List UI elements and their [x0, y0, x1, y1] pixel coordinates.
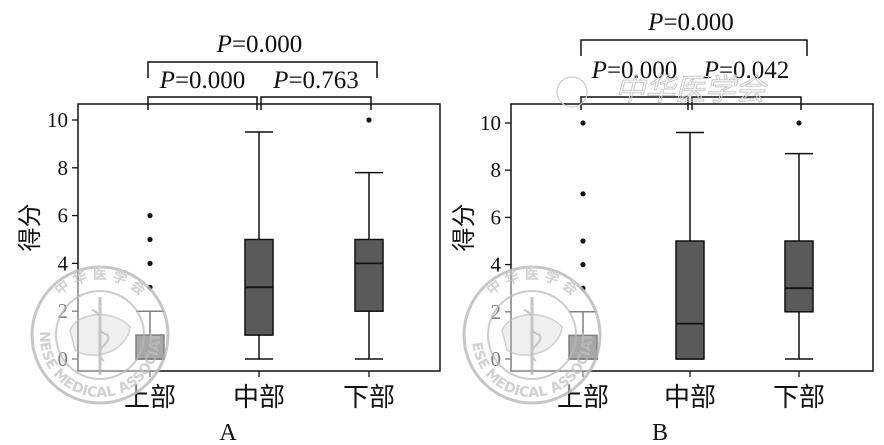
p-value-label: P=0.763 [272, 67, 359, 94]
panel-label: B [652, 420, 668, 445]
p-value-label: P=0.000 [591, 57, 678, 84]
outlier-point [580, 262, 586, 268]
iqr-box [354, 238, 384, 312]
faint-watermark-emblem [556, 76, 588, 108]
seal-inner-ring [55, 290, 145, 380]
y-tick-label: 8 [491, 158, 502, 182]
iqr-box [675, 240, 705, 360]
outlier-point [147, 236, 153, 243]
y-tick-label: 8 [58, 156, 69, 180]
comparison-bracket [580, 39, 808, 56]
p-value-label: P=0.000 [216, 31, 303, 58]
y-axis-label: 得分 [450, 204, 478, 252]
comparison-bracket [260, 96, 372, 110]
iqr-box [784, 240, 814, 313]
x-category-label: 上部 [557, 383, 609, 413]
comparison-bracket [147, 61, 378, 78]
y-tick-label: 10 [47, 108, 68, 132]
y-axis-label: 得分 [16, 204, 44, 252]
outlier-point [580, 120, 586, 126]
y-tick-label: 10 [480, 111, 501, 135]
box-2 [675, 131, 705, 360]
outlier-point [580, 191, 586, 197]
faint-watermark-text: 中华医学会 [615, 73, 768, 108]
x-category-label: 中部 [664, 383, 716, 413]
outlier-point [147, 260, 153, 266]
y-tick-label: 2 [491, 300, 502, 324]
y-tick-label: 6 [58, 204, 69, 228]
y-tick-label: 4 [58, 251, 69, 275]
outlier-point [796, 120, 802, 126]
outlier-point [366, 117, 372, 123]
seal-snake [523, 309, 542, 362]
y-tick-label: 6 [491, 205, 502, 229]
x-category-label: 上部 [124, 383, 176, 413]
panel-label: A [219, 420, 237, 445]
box-3 [784, 120, 814, 360]
x-category-label: 中部 [233, 383, 285, 413]
x-category-label: 下部 [773, 383, 825, 413]
comparison-bracket [147, 96, 258, 110]
p-value-label: P=0.000 [647, 9, 734, 36]
comparison-bracket [691, 96, 802, 110]
seal-snake [91, 309, 110, 362]
association-seal-watermark: 中 华 医 学 会CHINESE MEDICAL ASSOCIATION [0, 0, 170, 405]
box-3 [354, 117, 384, 360]
box-2 [244, 131, 274, 360]
p-value-label: P=0.042 [703, 57, 790, 84]
seal-inner-ring [487, 290, 577, 380]
outlier-point [580, 238, 586, 244]
p-value-label: P=0.000 [159, 67, 246, 94]
y-tick-label: 4 [491, 253, 502, 277]
x-category-label: 下部 [343, 383, 395, 413]
outlier-point [147, 213, 153, 219]
